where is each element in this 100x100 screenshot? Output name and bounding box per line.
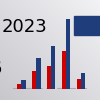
Legend: 2023, 2032: 2023, 2032 — [0, 7, 100, 45]
Bar — [51, 46, 55, 89]
Bar — [32, 70, 36, 89]
Bar — [66, 19, 70, 89]
Bar — [77, 79, 81, 89]
Bar — [62, 51, 66, 89]
Bar — [17, 84, 21, 89]
Text: 0.05: 0.05 — [0, 60, 3, 78]
Bar — [36, 58, 40, 89]
Bar — [81, 73, 85, 89]
Bar — [47, 66, 51, 89]
Bar — [21, 80, 26, 89]
